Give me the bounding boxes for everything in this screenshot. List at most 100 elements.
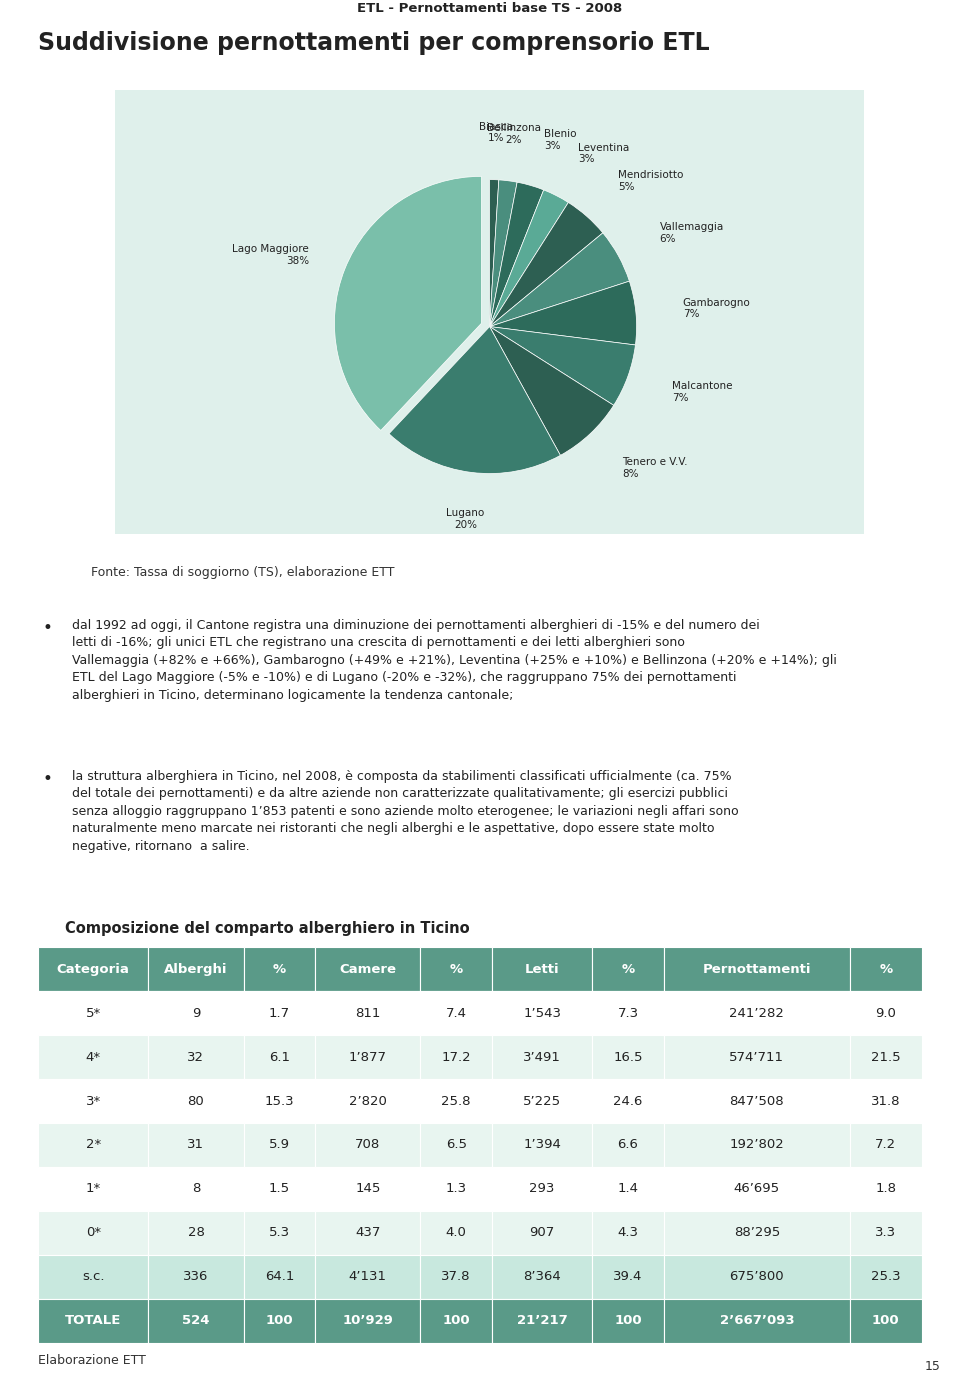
- Text: 4*: 4*: [85, 1050, 101, 1064]
- Text: 192’802: 192’802: [730, 1139, 784, 1151]
- Bar: [244, 1255, 315, 1298]
- Text: 100: 100: [872, 1313, 900, 1327]
- Text: 437: 437: [355, 1226, 380, 1240]
- Bar: [592, 1211, 663, 1255]
- Text: 5*: 5*: [85, 1007, 101, 1019]
- Bar: [315, 947, 420, 992]
- Bar: [315, 1079, 420, 1123]
- Bar: [420, 1298, 492, 1343]
- Text: TOTALE: TOTALE: [65, 1313, 122, 1327]
- Bar: [663, 1035, 850, 1079]
- Text: 88’295: 88’295: [733, 1226, 780, 1240]
- Text: Camere: Camere: [339, 963, 396, 976]
- Text: %: %: [273, 963, 286, 976]
- Text: %: %: [879, 963, 893, 976]
- Text: 100: 100: [266, 1313, 294, 1327]
- Bar: [420, 1255, 492, 1298]
- Bar: [244, 947, 315, 992]
- Bar: [850, 1035, 922, 1079]
- Text: 4.0: 4.0: [445, 1226, 467, 1240]
- Text: 241’282: 241’282: [730, 1007, 784, 1019]
- Text: 80: 80: [187, 1094, 204, 1108]
- Text: Pernottamenti: Pernottamenti: [703, 963, 811, 976]
- Bar: [663, 1211, 850, 1255]
- Bar: [592, 1123, 663, 1166]
- Text: 7.4: 7.4: [445, 1007, 467, 1019]
- Text: 1.7: 1.7: [269, 1007, 290, 1019]
- Bar: [148, 1211, 244, 1255]
- Bar: [850, 1166, 922, 1211]
- Text: 4’131: 4’131: [348, 1270, 387, 1283]
- Bar: [492, 1079, 592, 1123]
- Text: •: •: [43, 619, 53, 637]
- Bar: [244, 992, 315, 1035]
- Text: 100: 100: [614, 1313, 642, 1327]
- Bar: [492, 1035, 592, 1079]
- Wedge shape: [490, 233, 630, 326]
- Wedge shape: [490, 179, 499, 326]
- Text: 21’217: 21’217: [516, 1313, 567, 1327]
- Bar: [38, 1211, 148, 1255]
- Text: 3.3: 3.3: [876, 1226, 897, 1240]
- Text: Bellinzona
2%: Bellinzona 2%: [487, 123, 540, 144]
- Text: Letti: Letti: [525, 963, 560, 976]
- Text: 37.8: 37.8: [442, 1270, 470, 1283]
- Bar: [663, 992, 850, 1035]
- Text: 15: 15: [924, 1361, 941, 1373]
- Text: 17.2: 17.2: [442, 1050, 471, 1064]
- Text: 6.1: 6.1: [269, 1050, 290, 1064]
- Text: 8: 8: [192, 1182, 200, 1196]
- Wedge shape: [389, 326, 561, 473]
- Text: 524: 524: [182, 1313, 209, 1327]
- Bar: [663, 1298, 850, 1343]
- Title: ETL - Pernottamenti base TS - 2008: ETL - Pernottamenti base TS - 2008: [357, 1, 622, 15]
- Text: 1’543: 1’543: [523, 1007, 561, 1019]
- Text: %: %: [621, 963, 635, 976]
- Text: 7.3: 7.3: [617, 1007, 638, 1019]
- Bar: [315, 1255, 420, 1298]
- Bar: [148, 1079, 244, 1123]
- Bar: [850, 1211, 922, 1255]
- Bar: [420, 947, 492, 992]
- Text: 28: 28: [187, 1226, 204, 1240]
- Bar: [38, 1035, 148, 1079]
- Bar: [850, 1123, 922, 1166]
- Text: 32: 32: [187, 1050, 204, 1064]
- Text: Lago Maggiore
38%: Lago Maggiore 38%: [232, 244, 309, 266]
- Text: 64.1: 64.1: [265, 1270, 294, 1283]
- Bar: [850, 1079, 922, 1123]
- Bar: [492, 1255, 592, 1298]
- Text: Fonte: Tassa di soggiorno (TS), elaborazione ETT: Fonte: Tassa di soggiorno (TS), elaboraz…: [91, 566, 395, 580]
- Text: 15.3: 15.3: [265, 1094, 295, 1108]
- Text: 5.3: 5.3: [269, 1226, 290, 1240]
- Bar: [38, 1255, 148, 1298]
- Text: 708: 708: [355, 1139, 380, 1151]
- Bar: [244, 1079, 315, 1123]
- Text: 907: 907: [529, 1226, 555, 1240]
- Text: 31: 31: [187, 1139, 204, 1151]
- Bar: [315, 1123, 420, 1166]
- Text: 336: 336: [183, 1270, 208, 1283]
- Text: 100: 100: [443, 1313, 470, 1327]
- Text: s.c.: s.c.: [82, 1270, 105, 1283]
- Bar: [38, 1079, 148, 1123]
- Text: 847’508: 847’508: [730, 1094, 784, 1108]
- Bar: [592, 1255, 663, 1298]
- Text: Suddivisione pernottamenti per comprensorio ETL: Suddivisione pernottamenti per comprenso…: [38, 31, 710, 55]
- Text: 9: 9: [192, 1007, 200, 1019]
- Text: Alberghi: Alberghi: [164, 963, 228, 976]
- Text: 8’364: 8’364: [523, 1270, 561, 1283]
- Text: 46’695: 46’695: [733, 1182, 780, 1196]
- Wedge shape: [490, 190, 568, 326]
- Bar: [492, 1123, 592, 1166]
- Text: 811: 811: [355, 1007, 380, 1019]
- Bar: [492, 947, 592, 992]
- Text: 25.3: 25.3: [871, 1270, 900, 1283]
- Wedge shape: [490, 326, 636, 405]
- Bar: [315, 1035, 420, 1079]
- Bar: [244, 1211, 315, 1255]
- Text: %: %: [449, 963, 463, 976]
- Bar: [420, 1035, 492, 1079]
- Text: 1.4: 1.4: [617, 1182, 638, 1196]
- Text: 6.5: 6.5: [445, 1139, 467, 1151]
